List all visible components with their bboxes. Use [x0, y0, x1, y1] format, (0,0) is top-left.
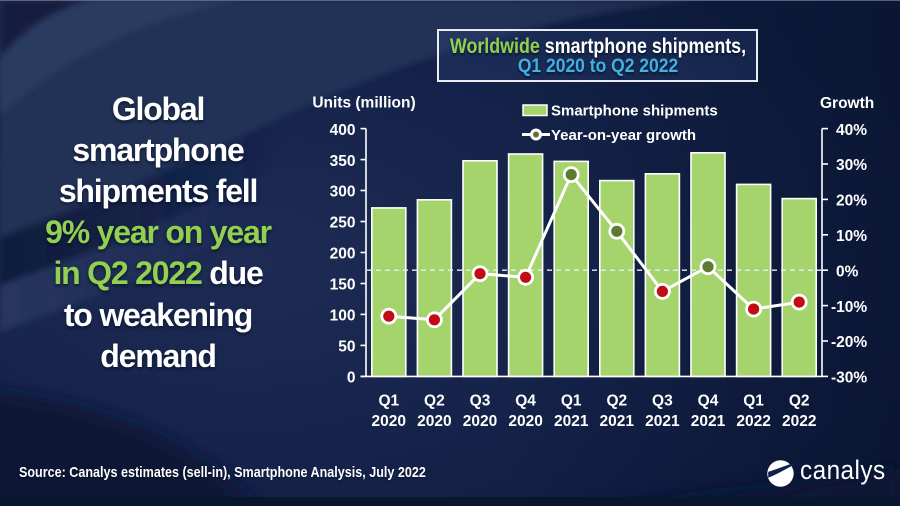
svg-text:100: 100	[330, 308, 356, 325]
svg-text:2021: 2021	[645, 413, 680, 430]
svg-text:-10%: -10%	[831, 299, 867, 316]
svg-text:Q1: Q1	[743, 393, 764, 410]
svg-text:150: 150	[330, 277, 356, 294]
svg-text:Q3: Q3	[470, 393, 491, 410]
svg-text:Q2: Q2	[424, 393, 445, 410]
svg-text:-20%: -20%	[831, 334, 867, 351]
svg-text:Q3: Q3	[652, 393, 673, 410]
svg-text:30%: 30%	[836, 157, 867, 174]
svg-text:40%: 40%	[836, 122, 867, 139]
svg-text:Q1: Q1	[561, 393, 582, 410]
svg-text:Q1: Q1	[378, 393, 399, 410]
svg-text:2022: 2022	[736, 413, 770, 430]
svg-text:2021: 2021	[554, 413, 589, 430]
svg-text:300: 300	[330, 184, 356, 201]
svg-text:-30%: -30%	[831, 370, 867, 387]
svg-text:2020: 2020	[463, 413, 497, 430]
svg-text:Smartphone shipments: Smartphone shipments	[551, 102, 718, 119]
svg-text:10%: 10%	[836, 228, 867, 245]
svg-text:Year-on-year growth: Year-on-year growth	[551, 127, 696, 144]
svg-text:Growth: Growth	[820, 95, 874, 112]
svg-text:2022: 2022	[782, 413, 816, 430]
svg-text:50: 50	[338, 339, 355, 356]
svg-text:0: 0	[347, 370, 356, 387]
svg-text:Q2: Q2	[606, 393, 627, 410]
svg-text:2021: 2021	[691, 413, 726, 430]
svg-text:0%: 0%	[836, 263, 859, 280]
svg-text:200: 200	[330, 246, 356, 263]
svg-text:250: 250	[330, 215, 356, 232]
svg-text:Q2: Q2	[789, 393, 810, 410]
svg-text:Q4: Q4	[698, 393, 719, 410]
svg-text:350: 350	[330, 153, 356, 170]
svg-text:2020: 2020	[508, 413, 542, 430]
svg-text:Units (million): Units (million)	[312, 95, 415, 112]
svg-text:Q4: Q4	[515, 393, 536, 410]
svg-text:2021: 2021	[600, 413, 635, 430]
svg-text:20%: 20%	[836, 193, 867, 210]
svg-text:2020: 2020	[417, 413, 451, 430]
svg-text:400: 400	[330, 122, 356, 139]
svg-text:2020: 2020	[372, 413, 406, 430]
